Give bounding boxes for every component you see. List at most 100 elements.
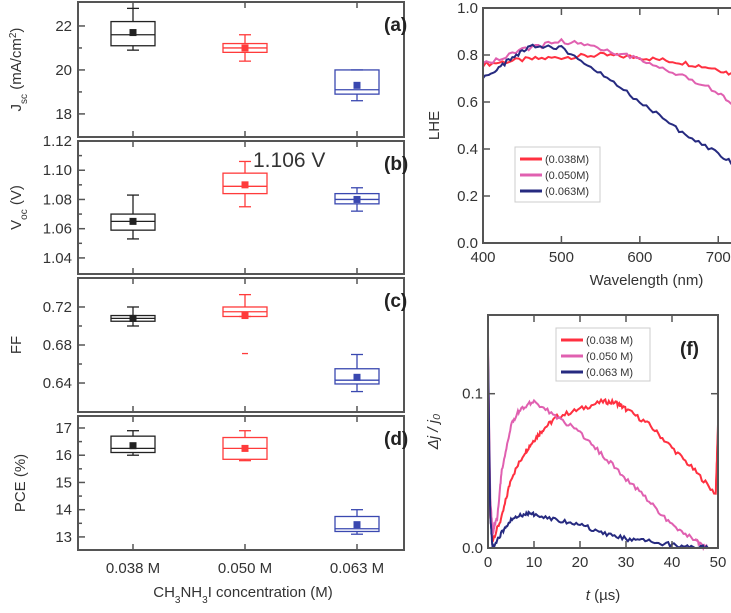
box-0.050M <box>222 430 268 462</box>
x-axis-label-part: 3 <box>202 595 208 606</box>
x-tick-label: 0.063 M <box>330 560 384 577</box>
box-rect <box>334 192 380 205</box>
box-0.038M <box>110 306 156 327</box>
box-0.050M <box>222 34 268 62</box>
y-axis-label-part: ) <box>8 28 25 33</box>
mean-marker <box>241 181 249 189</box>
x-tick-label: 20 <box>572 554 589 571</box>
x-tick-label: 0 <box>484 554 492 571</box>
x-tick-label: 50 <box>710 554 727 571</box>
mean-marker <box>129 442 137 450</box>
y-tick-label: 1.10 <box>43 162 72 179</box>
y-tick-label: 22 <box>55 18 72 35</box>
panel-label: (b) <box>384 154 408 175</box>
y-axis-label: LHE <box>426 111 443 140</box>
y-tick-label: 1.0 <box>457 0 478 17</box>
y-axis-label: Voc (V) <box>8 185 30 230</box>
y-tick-label: 15 <box>55 474 72 491</box>
y-axis-label-part: (V) <box>8 185 25 209</box>
legend-label: (0.063M) <box>545 186 589 198</box>
y-tick-label: 0.8 <box>457 47 478 64</box>
box-rect <box>334 368 380 385</box>
panel-label: (d) <box>384 429 408 450</box>
x-tick-label: 500 <box>549 249 574 266</box>
mean-marker <box>353 81 361 89</box>
legend-label: (0.038M) <box>545 154 589 166</box>
box-0.063M <box>334 353 380 393</box>
panel-f: 0 10 20 30 40 50 0.0 0.1 t (µs) Δj / j₀ (f) (0.038 … <box>425 314 727 604</box>
y-tick-label: 0.68 <box>43 337 72 354</box>
x-tick-label: 700 <box>706 249 731 266</box>
y-tick-label: 1.04 <box>43 250 72 267</box>
box-0.038M <box>110 194 156 240</box>
x-axis-label-part: (µs) <box>590 587 620 604</box>
box-rect <box>222 172 268 195</box>
x-axis-label-part: Wavelength (nm) <box>590 272 704 289</box>
y-axis-label-part: (mA/cm <box>8 38 25 94</box>
x-axis-label-part: t <box>586 587 591 604</box>
panel-label: (f) <box>680 339 699 360</box>
legend-label: (0.063 M) <box>586 367 633 379</box>
box-0.050M <box>222 293 268 355</box>
y-tick-label: 1.12 <box>43 133 72 150</box>
panel-a: 18 20 22 Jsc (mA/cm2) (a) <box>8 1 407 138</box>
mean-marker <box>353 195 361 203</box>
series-line-2 <box>482 43 731 165</box>
x-axis-label-part: I concentration (M) <box>208 584 333 601</box>
x-axis-label-part: NH <box>180 584 202 601</box>
y-tick-label: 0.0 <box>462 540 483 557</box>
mean-marker <box>241 444 249 452</box>
x-axis-label: t (µs) <box>586 587 620 604</box>
mean-marker <box>129 29 137 37</box>
y-axis-label: Δj / j₀ <box>425 414 442 451</box>
series-line-1 <box>487 346 709 552</box>
panel-label: (a) <box>384 15 407 36</box>
x-axis-label-part: CH <box>153 584 175 601</box>
box-0.063M <box>334 69 380 102</box>
y-tick-label: 0.64 <box>43 375 72 392</box>
x-axis-label: CH3NH3I concentration (M) <box>153 584 333 606</box>
series-line-1 <box>482 37 731 105</box>
y-tick-label: 0.4 <box>457 141 478 158</box>
legend: (0.038M) (0.050M) (0.063M) <box>514 146 601 203</box>
y-tick-label: 18 <box>55 106 72 123</box>
panel-label: (c) <box>384 291 407 312</box>
box-rect <box>110 20 156 47</box>
x-tick-label: 0.050 M <box>218 560 272 577</box>
y-axis-label-part: J <box>8 104 25 112</box>
legend: (0.038 M) (0.050 M) (0.063 M) <box>555 327 651 382</box>
y-axis-label: PCE (%) <box>12 454 29 512</box>
series-line-2 <box>487 354 710 550</box>
y-tick-label: 0.1 <box>462 386 483 403</box>
mean-marker <box>241 312 249 320</box>
mean-marker <box>353 521 361 529</box>
y-tick-label: 13 <box>55 529 72 546</box>
legend-label: (0.038 M) <box>586 335 633 347</box>
annotation-label: 1.106 V <box>253 149 325 172</box>
y-tick-label: 0.72 <box>43 299 72 316</box>
y-axis-label-part: sc <box>19 94 30 104</box>
box-rect <box>334 515 380 533</box>
series-line-0 <box>487 365 719 543</box>
box-0.038M <box>110 7 156 51</box>
x-tick-label: 400 <box>470 249 495 266</box>
y-axis-label-part: 2 <box>8 32 19 38</box>
x-axis-label: Wavelength (nm) <box>590 272 704 289</box>
mean-marker <box>241 44 249 52</box>
series-line-0 <box>482 51 731 76</box>
panel-c: 0.64 0.68 0.72 FF (c) <box>8 277 407 413</box>
box-rect <box>110 435 156 454</box>
y-axis-label-part: FF <box>8 336 25 354</box>
y-tick-label: 0.2 <box>457 188 478 205</box>
box-0.063M <box>334 509 380 535</box>
x-axis-label-part: 3 <box>175 595 181 606</box>
y-axis-label-part: PCE (%) <box>12 454 29 512</box>
plot-frame <box>487 314 719 549</box>
plot-frame <box>77 140 405 275</box>
box-0.050M <box>222 160 268 208</box>
legend-label: (0.050 M) <box>586 351 633 363</box>
box-rect <box>334 69 380 95</box>
y-tick-label: 16 <box>55 447 72 464</box>
panel-b: 1.04 1.06 1.08 1.10 1.12 Voc (V) (b) 1.106 V <box>8 133 408 275</box>
